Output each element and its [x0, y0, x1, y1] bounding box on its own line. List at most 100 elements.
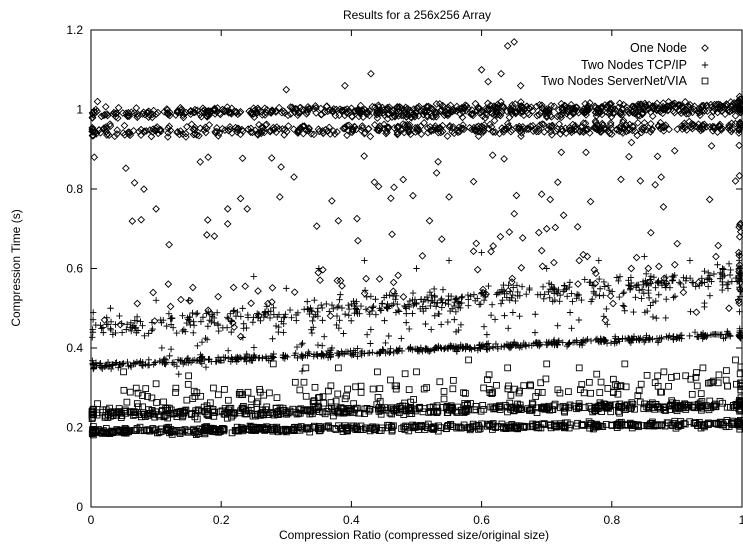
data-point	[432, 344, 440, 351]
data-point	[507, 127, 515, 136]
data-point	[442, 299, 449, 307]
data-point	[705, 379, 712, 387]
data-point	[714, 241, 723, 250]
data-point	[706, 276, 713, 283]
data-point	[724, 382, 731, 390]
data-point	[131, 317, 139, 324]
data-point	[330, 305, 337, 313]
data-point	[361, 405, 369, 413]
data-point	[570, 126, 578, 135]
data-point	[490, 116, 499, 125]
data-point	[383, 303, 390, 311]
data-point	[652, 401, 660, 408]
data-point	[386, 349, 393, 357]
data-point	[180, 409, 188, 416]
data-point	[139, 108, 148, 117]
data-point	[652, 284, 659, 291]
data-point	[302, 392, 310, 400]
data-point	[320, 399, 328, 407]
data-point	[735, 262, 743, 270]
data-point	[628, 279, 635, 287]
data-point	[582, 148, 590, 157]
data-point	[359, 113, 368, 121]
data-point	[229, 283, 238, 292]
data-point	[645, 294, 653, 302]
data-point	[184, 381, 192, 388]
data-point	[540, 295, 547, 303]
data-point	[448, 127, 456, 136]
data-point	[460, 389, 467, 397]
data-point	[737, 383, 743, 390]
data-point	[735, 257, 743, 264]
data-point	[596, 399, 604, 407]
data-point	[641, 309, 649, 316]
data-point	[145, 330, 152, 337]
data-point	[447, 293, 455, 300]
data-point	[340, 124, 349, 133]
data-point	[120, 368, 127, 376]
data-point	[619, 116, 628, 125]
data-point	[432, 169, 441, 177]
data-point	[256, 388, 264, 396]
data-point	[600, 400, 608, 408]
data-point	[197, 392, 205, 400]
data-points	[88, 38, 743, 439]
data-point	[382, 127, 391, 135]
data-point	[736, 283, 743, 291]
data-point	[203, 410, 211, 418]
data-point	[686, 100, 694, 109]
data-point	[678, 335, 685, 342]
data-point	[164, 280, 173, 288]
data-point	[126, 388, 134, 396]
data-point	[432, 100, 441, 108]
data-point	[236, 130, 245, 139]
data-point	[647, 228, 655, 237]
data-point	[587, 389, 595, 397]
data-point	[598, 110, 606, 119]
data-point	[369, 349, 376, 356]
data-point	[107, 325, 114, 332]
data-point	[569, 298, 576, 305]
data-point	[503, 119, 512, 128]
data-point	[495, 129, 504, 138]
data-point	[555, 112, 564, 120]
data-point	[406, 297, 414, 305]
data-point	[462, 346, 469, 353]
data-point	[691, 401, 699, 409]
data-point	[163, 322, 170, 330]
data-point	[165, 240, 173, 249]
data-point	[656, 124, 665, 133]
data-point	[269, 427, 277, 435]
data-point	[149, 325, 156, 333]
data-point	[469, 177, 478, 186]
data-point	[248, 395, 255, 403]
data-point	[187, 120, 196, 129]
data-point	[585, 420, 593, 428]
data-point	[123, 326, 130, 333]
data-point	[646, 276, 654, 283]
data-point	[347, 104, 356, 113]
data-point	[498, 101, 506, 110]
data-point	[407, 398, 415, 406]
data-point	[395, 347, 403, 355]
data-point	[485, 371, 493, 379]
data-point	[293, 424, 301, 432]
data-point	[626, 282, 633, 289]
data-point	[650, 273, 658, 281]
data-point	[710, 104, 719, 113]
data-point	[407, 344, 414, 352]
data-point	[116, 312, 123, 320]
y-tick-label: 0.8	[66, 182, 83, 196]
data-point	[720, 335, 727, 342]
data-point	[250, 273, 257, 280]
data-point	[243, 205, 252, 213]
data-point	[134, 389, 142, 397]
data-point	[232, 108, 240, 117]
data-point	[480, 121, 489, 129]
data-point	[512, 191, 521, 200]
data-point	[489, 344, 497, 351]
data-point	[351, 123, 359, 131]
data-point	[362, 306, 370, 313]
data-point	[715, 371, 723, 379]
data-point	[112, 359, 119, 367]
